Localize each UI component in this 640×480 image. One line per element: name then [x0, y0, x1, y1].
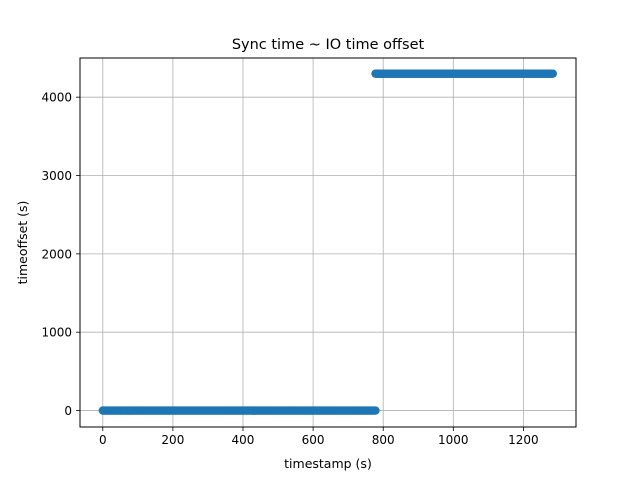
x-tick-label: 600 [302, 433, 325, 447]
y-tick-label: 4000 [41, 91, 72, 105]
x-tick-label: 200 [161, 433, 184, 447]
data-point [371, 406, 380, 415]
y-tick-label: 0 [64, 404, 72, 418]
y-tick-label: 3000 [41, 169, 72, 183]
x-tick-label: 800 [372, 433, 395, 447]
x-tick-label: 400 [232, 433, 255, 447]
plot-area-frame [79, 57, 577, 428]
y-tick-label: 2000 [41, 247, 72, 261]
x-tick-label: 1000 [438, 433, 469, 447]
x-tick-label: 1200 [508, 433, 539, 447]
chart-title: Sync time ~ IO time offset [232, 37, 425, 53]
x-axis-label: timestamp (s) [284, 456, 372, 471]
y-axis-label: timeoffset (s) [15, 201, 30, 285]
axis-ticks: 0 200 400 600 800 1000 1200 0 1000 2000 3000 4000 [41, 91, 538, 447]
y-tick-label: 1000 [41, 326, 72, 340]
data-point [548, 69, 558, 78]
data-points [98, 69, 558, 415]
x-tick-label: 0 [99, 433, 107, 447]
